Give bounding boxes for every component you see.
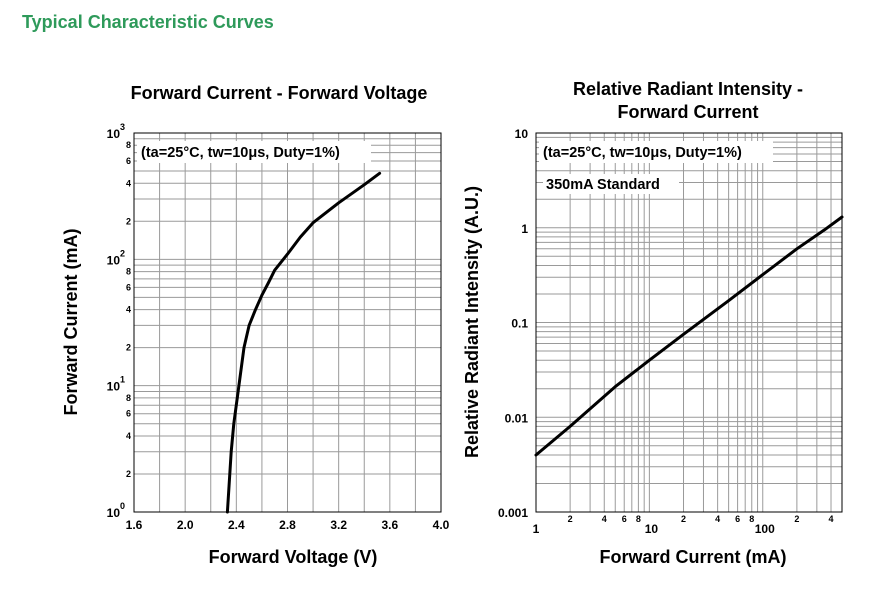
chart1-y-tick-exponent: 0 bbox=[120, 501, 125, 511]
chart2-x-minor-label: 8 bbox=[636, 514, 641, 524]
chart1-x-tick-label: 3.2 bbox=[330, 518, 347, 532]
chart2-x-minor-label: 4 bbox=[829, 514, 834, 524]
chart1-y-minor-label: 6 bbox=[126, 409, 131, 419]
chart1-y-minor-label: 2 bbox=[126, 343, 131, 353]
chart2-x-tick-label: 100 bbox=[755, 522, 775, 536]
chart1-y-minor-label: 2 bbox=[126, 216, 131, 226]
chart1-y-minor-label: 6 bbox=[126, 156, 131, 166]
chart1-y-minor-label: 4 bbox=[126, 431, 131, 441]
chart1-y-minor-label: 4 bbox=[126, 305, 131, 315]
chart1-y-minor-label: 8 bbox=[126, 393, 131, 403]
chart2-series-line bbox=[534, 215, 844, 457]
chart1-x-axis-label: Forward Voltage (V) bbox=[209, 547, 378, 567]
chart1-y-tick-base: 10 bbox=[107, 253, 121, 267]
chart2-y-tick-label: 0.01 bbox=[505, 411, 529, 425]
chart2-x-minor-label: 2 bbox=[568, 514, 573, 524]
chart2-y-axis-label: Relative Radiant Intensity (A.U.) bbox=[462, 186, 482, 458]
chart1-x-tick-label: 2.8 bbox=[279, 518, 296, 532]
chart2-x-minor-label: 4 bbox=[602, 514, 607, 524]
chart1-y-minor-label: 2 bbox=[126, 469, 131, 479]
chart2-annotation-bg bbox=[539, 141, 773, 163]
chart2-x-tick-label: 1 bbox=[533, 522, 540, 536]
chart2-y-tick-label: 0.1 bbox=[511, 317, 528, 331]
chart1-y-axis-label: Forward Current (mA) bbox=[61, 228, 81, 415]
chart1-y-tick-exponent: 1 bbox=[120, 375, 125, 385]
chart1-annotations: (ta=25°C, tw=10μs, Duty=1%) bbox=[137, 141, 371, 163]
chart2-x-minor-label: 6 bbox=[622, 514, 627, 524]
chart1-series bbox=[225, 171, 382, 514]
chart1-grid bbox=[134, 133, 441, 512]
chart1-annotation-bg bbox=[137, 141, 371, 163]
chart2-x-minor-label: 4 bbox=[715, 514, 720, 524]
chart-relative-radiant-intensity: Relative Radiant Intensity - Forward Cur… bbox=[462, 79, 844, 567]
chart2-annotation-standard: 350mA Standard bbox=[546, 177, 660, 193]
chart-forward-current-voltage: Forward Current - Forward Voltage Forwar… bbox=[61, 83, 450, 567]
chart2-title-line-2: Forward Current bbox=[617, 102, 758, 122]
chart1-y-tick-exponent: 2 bbox=[120, 248, 125, 258]
chart1-annotation-conditions: (ta=25°C, tw=10μs, Duty=1%) bbox=[141, 145, 340, 161]
chart1-y-tick-exponent: 3 bbox=[120, 122, 125, 132]
chart1-y-tick-base: 10 bbox=[107, 127, 121, 141]
chart1-y-minor-label: 8 bbox=[126, 267, 131, 277]
chart2-x-minor-label: 2 bbox=[681, 514, 686, 524]
chart1-x-tick-label: 4.0 bbox=[433, 518, 450, 532]
chart2-series bbox=[534, 215, 844, 457]
chart1-x-tick-label: 1.6 bbox=[126, 518, 143, 532]
chart2-annotation-conditions: (ta=25°C, tw=10μs, Duty=1%) bbox=[543, 145, 742, 161]
chart2-y-tick-label: 1 bbox=[521, 222, 528, 236]
chart1-y-minor-label: 6 bbox=[126, 282, 131, 292]
chart2-y-tick-label: 0.001 bbox=[498, 506, 528, 520]
chart2-y-tick-label: 10 bbox=[515, 127, 529, 141]
chart1-y-minor-label: 8 bbox=[126, 140, 131, 150]
chart1-x-tick-label: 2.0 bbox=[177, 518, 194, 532]
chart1-y-tick-base: 10 bbox=[107, 380, 121, 394]
chart1-series-line bbox=[225, 171, 382, 514]
chart2-x-minor-label: 2 bbox=[794, 514, 799, 524]
chart1-x-tick-label: 3.6 bbox=[381, 518, 398, 532]
chart1-title: Forward Current - Forward Voltage bbox=[131, 83, 428, 103]
chart2-annotation-standard-bg bbox=[543, 174, 679, 194]
chart2-x-minor-label: 8 bbox=[749, 514, 754, 524]
chart2-title-line-1: Relative Radiant Intensity - bbox=[573, 79, 803, 99]
chart2-plot-frame bbox=[535, 132, 843, 513]
chart2-annotations: (ta=25°C, tw=10μs, Duty=1%) 350mA Standar… bbox=[539, 141, 773, 194]
chart1-y-minor-label: 4 bbox=[126, 178, 131, 188]
chart2-x-minor-label: 6 bbox=[735, 514, 740, 524]
chart2-x-axis-label: Forward Current (mA) bbox=[599, 547, 786, 567]
chart1-x-tick-label: 2.4 bbox=[228, 518, 245, 532]
page-heading: Typical Characteristic Curves bbox=[22, 12, 274, 32]
chart1-plot-frame bbox=[133, 132, 442, 513]
chart2-x-tick-label: 10 bbox=[645, 522, 659, 536]
chart1-y-tick-base: 10 bbox=[107, 506, 121, 520]
